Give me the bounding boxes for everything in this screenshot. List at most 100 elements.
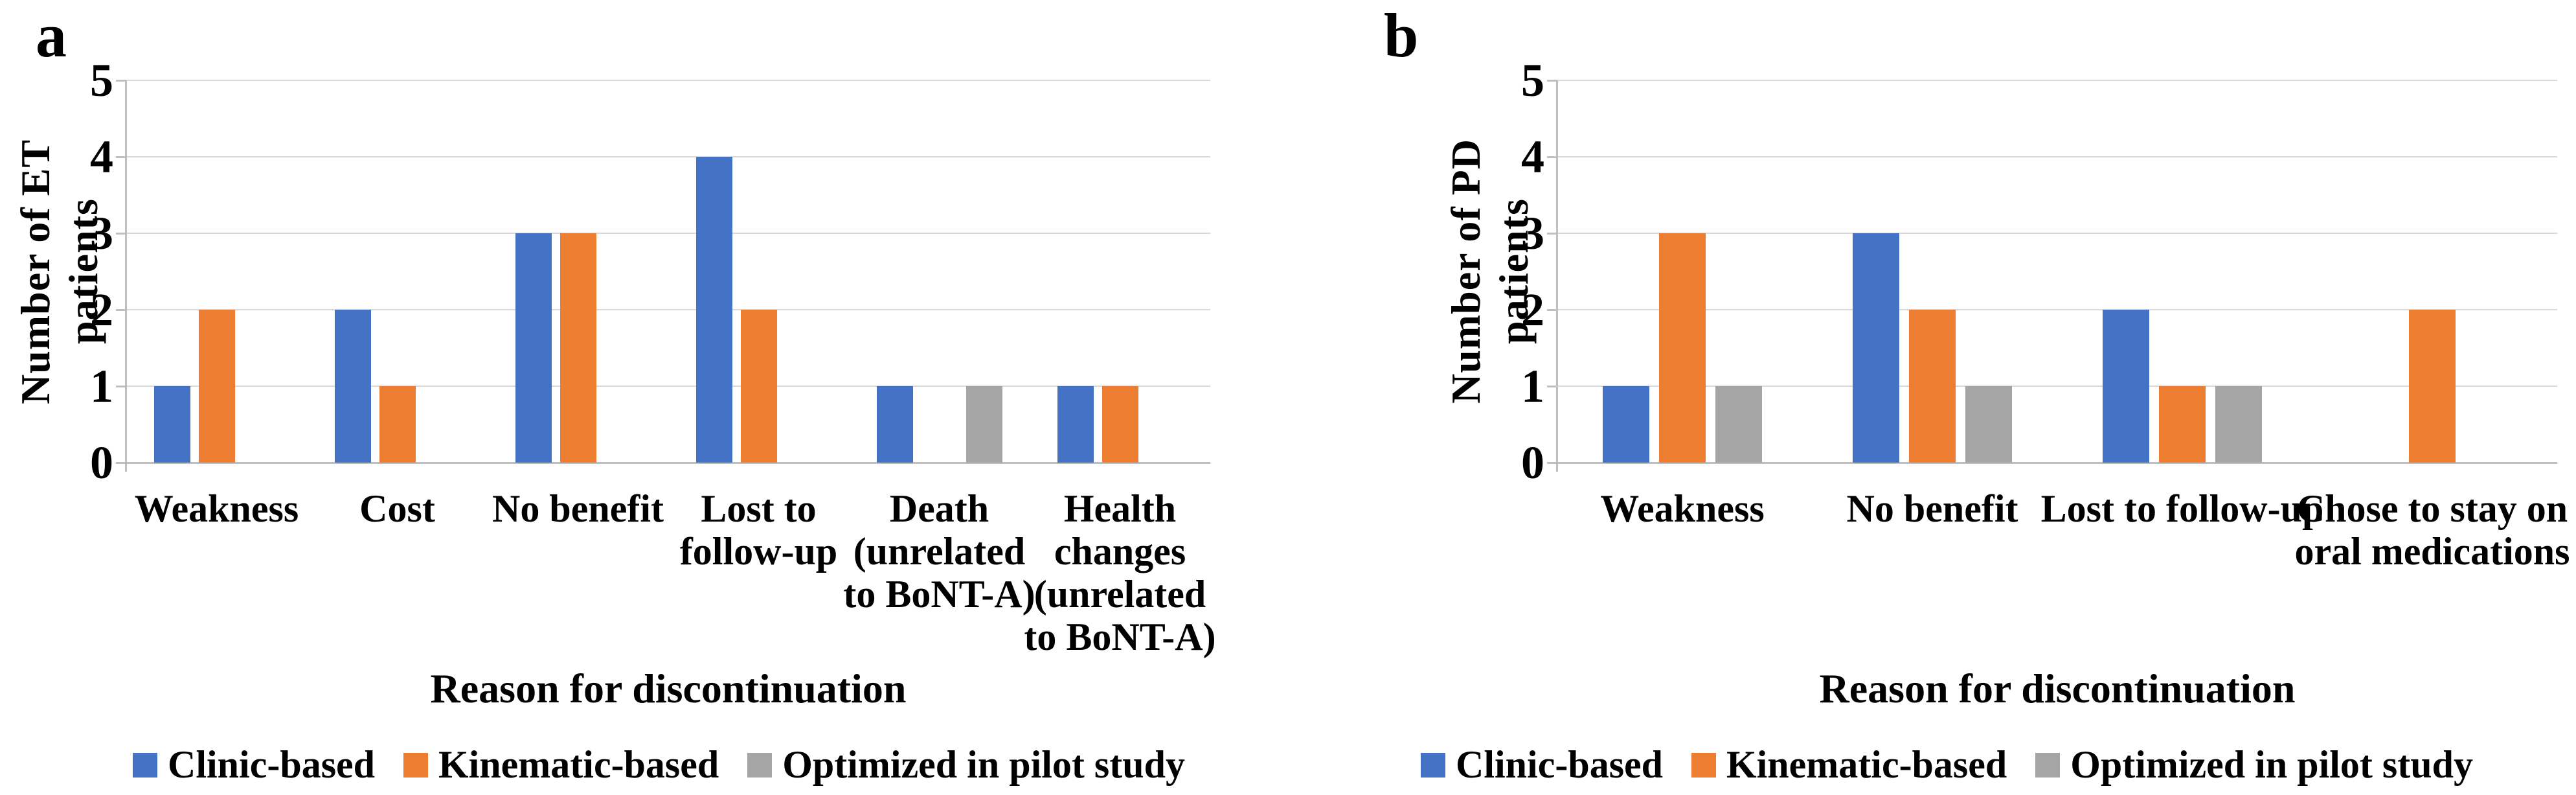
category-bar-group — [2307, 80, 2557, 463]
y-tick-label: 1 — [1521, 360, 1544, 412]
category-label: No benefit — [1846, 487, 2018, 530]
gridline — [126, 156, 1210, 157]
category-label: Weakness — [1600, 487, 1765, 530]
bar-kinematic-based — [1102, 386, 1138, 463]
y-tick-label: 1 — [90, 360, 113, 412]
legend-item-optimized-in-pilot-study: Optimized in pilot study — [747, 743, 1185, 787]
bar-kinematic-based — [740, 310, 777, 463]
y-axis-tick — [116, 309, 126, 311]
y-tick-label: 5 — [1521, 54, 1544, 106]
panel-letter: a — [36, 1, 67, 70]
optimized-in-pilot-study-swatch-icon — [747, 752, 773, 778]
y-axis-line — [1556, 80, 1558, 472]
y-axis-tick — [116, 233, 126, 235]
bar-clinic-based — [695, 157, 732, 463]
bar-kinematic-based — [2409, 310, 2456, 463]
legend-item-optimized-in-pilot-study: Optimized in pilot study — [2035, 743, 2473, 787]
panel-a: a Number of ET patients 0 1 2 3 4 5 Weakness Cost… — [12, 1, 1216, 787]
y-tick-label: 4 — [90, 131, 113, 183]
bar-clinic-based — [1853, 233, 1899, 463]
y-axis-tick — [1547, 80, 1557, 82]
bar-optimized-in-pilot-study — [1965, 386, 2012, 463]
category-label: Weakness — [134, 487, 299, 530]
bar-kinematic-based — [1909, 310, 1956, 463]
category-bar-group — [307, 80, 488, 463]
bar-kinematic-based — [198, 310, 235, 463]
optimized-in-pilot-study-swatch-icon — [2035, 752, 2061, 778]
bar-clinic-based — [2103, 310, 2149, 463]
gridline — [126, 80, 1210, 81]
legend-item-clinic-based: Clinic-based — [133, 743, 375, 787]
bar-clinic-based — [1603, 386, 1649, 463]
y-tick-label: 0 — [1521, 437, 1544, 489]
category-bar-group — [668, 80, 849, 463]
x-axis-title: Reason for discontinuation — [430, 665, 907, 711]
category-bar-group — [488, 80, 668, 463]
legend-item-clinic-based: Clinic-based — [1421, 743, 1663, 787]
x-axis-line — [126, 462, 1210, 464]
y-tick-label: 2 — [90, 284, 113, 336]
legend-label: Kinematic-based — [1726, 743, 2007, 786]
category-label: Cost — [359, 487, 435, 530]
y-axis-tick — [1547, 233, 1557, 235]
legend-label: Kinematic-based — [438, 743, 719, 786]
gridline — [1557, 309, 2557, 310]
bar-clinic-based — [153, 386, 190, 463]
bar-kinematic-based — [559, 233, 596, 463]
y-tick-label: 3 — [1521, 207, 1544, 259]
legend: Clinic-based Kinematic-based Optimized in … — [1421, 743, 2473, 787]
y-axis-tick — [116, 462, 126, 464]
bar-clinic-based — [1057, 386, 1094, 463]
clinic-based-swatch-icon — [133, 752, 157, 778]
bar-optimized-in-pilot-study — [1715, 386, 1762, 463]
gridline — [126, 386, 1210, 387]
y-axis-tick — [1547, 386, 1557, 387]
y-axis-tick — [1547, 156, 1557, 158]
y-tick-label: 3 — [90, 207, 113, 259]
y-axis-tick — [1547, 462, 1557, 464]
category-bar-group — [2057, 80, 2307, 463]
y-tick-label: 4 — [1521, 131, 1544, 183]
gridline — [1557, 156, 2557, 157]
category-bar-group — [1030, 80, 1210, 463]
gridline — [126, 309, 1210, 310]
category-label: Chose to stay on oral medications — [2294, 487, 2570, 573]
bar-clinic-based — [876, 386, 913, 463]
bar-optimized-in-pilot-study — [2215, 386, 2262, 463]
y-axis-tick — [116, 80, 126, 82]
x-axis-title: Reason for discontinuation — [1819, 665, 2296, 711]
y-tick-label: 0 — [90, 437, 113, 489]
category-label: Lost to follow-up — [2040, 487, 2324, 530]
kinematic-based-swatch-icon — [1691, 752, 1716, 778]
bar-kinematic-based — [379, 386, 416, 463]
gridline — [1557, 233, 2557, 234]
clinic-based-swatch-icon — [1421, 752, 1445, 778]
kinematic-based-swatch-icon — [403, 752, 428, 778]
category-bar-group — [849, 80, 1030, 463]
category-bar-group — [1557, 80, 1807, 463]
y-axis-line — [125, 80, 127, 472]
gridline — [1557, 80, 2557, 81]
x-axis-line — [1557, 462, 2557, 464]
y-tick-label: 5 — [90, 54, 113, 106]
category-bar-group — [1807, 80, 2057, 463]
legend-label: Clinic-based — [1456, 743, 1664, 786]
category-bar-group — [126, 80, 307, 463]
y-axis-tick — [1547, 309, 1557, 311]
legend-item-kinematic-based: Kinematic-based — [403, 743, 719, 787]
gridline — [1557, 386, 2557, 387]
bar-clinic-based — [515, 233, 552, 463]
y-tick-label: 2 — [1521, 284, 1544, 336]
panel-b: b Number of PD patients 0 1 2 3 4 5 Weakness No b… — [1288, 0, 2576, 795]
y-axis-tick — [116, 156, 126, 158]
bar-kinematic-based — [2159, 386, 2206, 463]
bar-kinematic-based — [1659, 233, 1706, 463]
gridline — [126, 233, 1210, 234]
bar-optimized-in-pilot-study — [966, 386, 1002, 463]
panel-letter: b — [1384, 1, 1419, 70]
category-label: Lost to follow-up — [679, 487, 838, 573]
legend-label: Optimized in pilot study — [782, 743, 1185, 786]
category-label: Death (unrelated to BoNT-A) — [843, 487, 1035, 616]
legend-item-kinematic-based: Kinematic-based — [1691, 743, 2007, 787]
y-axis-tick — [116, 386, 126, 387]
